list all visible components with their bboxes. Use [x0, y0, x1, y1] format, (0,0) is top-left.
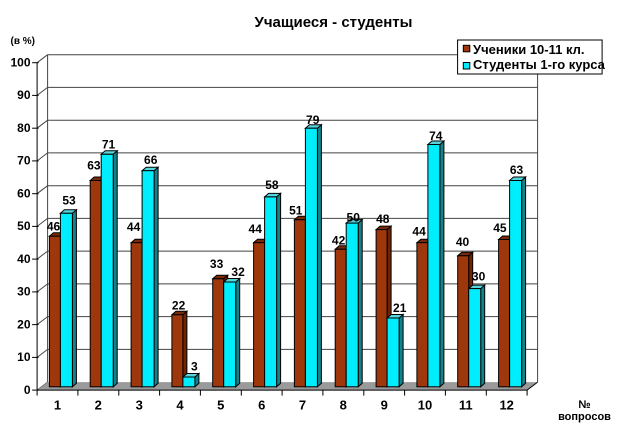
- svg-text:№: №: [578, 399, 590, 411]
- svg-text:48: 48: [376, 212, 390, 226]
- svg-text:30: 30: [472, 270, 486, 284]
- svg-text:10: 10: [418, 398, 432, 413]
- svg-text:5: 5: [217, 398, 224, 413]
- svg-text:46: 46: [47, 219, 61, 233]
- svg-text:Студенты 1-го курса: Студенты 1-го курса: [473, 57, 606, 72]
- svg-text:Ученики 10-11 кл.: Ученики 10-11 кл.: [473, 42, 585, 57]
- svg-text:10: 10: [17, 350, 31, 364]
- svg-text:45: 45: [493, 221, 507, 235]
- svg-text:33: 33: [210, 257, 224, 271]
- svg-text:32: 32: [231, 265, 245, 279]
- svg-text:Учащиеся - студенты: Учащиеся - студенты: [255, 14, 413, 31]
- svg-text:60: 60: [17, 187, 31, 201]
- svg-text:42: 42: [332, 234, 346, 248]
- svg-text:44: 44: [127, 220, 141, 234]
- svg-text:44: 44: [412, 225, 426, 239]
- svg-text:(в %): (в %): [11, 36, 35, 47]
- svg-text:71: 71: [102, 138, 116, 152]
- svg-text:4: 4: [176, 398, 184, 413]
- svg-text:50: 50: [347, 211, 361, 225]
- svg-text:40: 40: [17, 252, 31, 266]
- svg-text:1: 1: [54, 398, 61, 413]
- svg-text:58: 58: [265, 178, 279, 192]
- svg-text:7: 7: [299, 398, 306, 413]
- svg-text:вопросов: вопросов: [558, 411, 611, 423]
- svg-text:66: 66: [144, 153, 158, 167]
- svg-text:11: 11: [459, 398, 473, 413]
- svg-text:9: 9: [381, 398, 388, 413]
- svg-text:20: 20: [17, 317, 31, 331]
- svg-text:90: 90: [17, 88, 31, 102]
- svg-text:30: 30: [17, 285, 31, 299]
- svg-text:12: 12: [499, 398, 513, 413]
- svg-text:6: 6: [258, 398, 265, 413]
- svg-text:70: 70: [17, 154, 31, 168]
- svg-text:79: 79: [306, 113, 320, 127]
- svg-text:44: 44: [249, 222, 263, 236]
- svg-text:40: 40: [456, 235, 470, 249]
- svg-text:3: 3: [191, 359, 198, 373]
- svg-text:0: 0: [24, 383, 31, 397]
- svg-text:80: 80: [17, 121, 31, 135]
- svg-text:21: 21: [393, 301, 407, 315]
- svg-text:63: 63: [87, 158, 101, 172]
- svg-text:8: 8: [340, 398, 347, 413]
- svg-text:3: 3: [136, 398, 143, 413]
- svg-text:2: 2: [95, 398, 102, 413]
- svg-text:63: 63: [510, 163, 524, 177]
- svg-text:53: 53: [62, 194, 76, 208]
- svg-text:100: 100: [10, 56, 30, 70]
- svg-text:22: 22: [172, 299, 186, 313]
- svg-text:74: 74: [429, 129, 443, 143]
- svg-text:51: 51: [289, 204, 303, 218]
- svg-text:50: 50: [17, 219, 31, 233]
